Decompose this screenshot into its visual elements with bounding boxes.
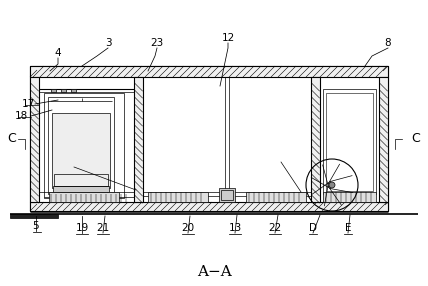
Text: 23: 23 (150, 38, 163, 48)
Bar (221, 190, 233, 200)
Text: 3: 3 (105, 38, 111, 48)
Bar (134, 77, 143, 202)
Bar (30, 66, 388, 211)
Bar (323, 192, 376, 202)
Bar (326, 93, 373, 191)
Text: 18: 18 (15, 111, 28, 121)
Bar (148, 192, 208, 202)
Bar (323, 89, 376, 194)
Bar (48, 97, 114, 194)
Bar (30, 77, 39, 202)
Bar (52, 113, 110, 188)
Bar (219, 188, 235, 202)
Circle shape (329, 182, 335, 188)
Bar (61, 89, 66, 92)
Text: 17: 17 (21, 99, 35, 109)
Bar (51, 89, 56, 92)
Bar (54, 174, 108, 186)
Text: 22: 22 (268, 223, 282, 233)
Bar (30, 66, 388, 77)
Bar (30, 202, 388, 211)
Text: C: C (412, 132, 420, 146)
Text: 19: 19 (75, 223, 89, 233)
Text: 8: 8 (385, 38, 391, 48)
Bar (379, 77, 388, 202)
Bar (10, 214, 58, 218)
Bar (71, 89, 76, 92)
Bar (379, 77, 388, 202)
Text: 13: 13 (229, 223, 242, 233)
Text: 21: 21 (96, 223, 110, 233)
Bar (44, 93, 124, 198)
Bar (134, 77, 143, 202)
Bar (53, 186, 109, 192)
Text: 5: 5 (33, 221, 39, 231)
Text: 4: 4 (55, 48, 61, 58)
Bar (30, 202, 388, 211)
Bar (311, 77, 320, 202)
Bar (311, 77, 320, 202)
Bar (30, 66, 388, 77)
Text: A−A: A−A (196, 265, 232, 279)
Text: C: C (8, 132, 16, 146)
Bar (30, 77, 39, 202)
Text: D: D (309, 223, 317, 233)
Text: 20: 20 (181, 223, 195, 233)
Bar (49, 192, 119, 202)
Text: 12: 12 (221, 33, 235, 43)
Bar (246, 192, 306, 202)
Text: E: E (345, 223, 351, 233)
